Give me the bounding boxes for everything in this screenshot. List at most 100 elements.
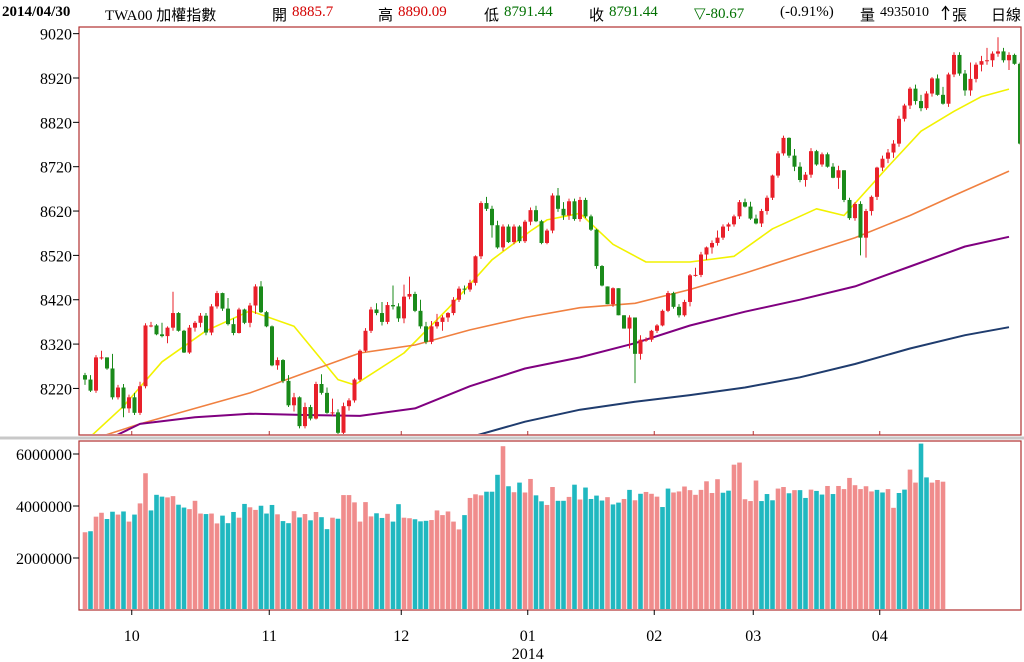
candle [1012,53,1017,65]
volume-bar [379,517,385,609]
candle-body [616,288,621,316]
volume-bar [671,492,676,609]
close-label: 收 [589,8,605,24]
low-label: 低 [484,8,500,24]
candle [759,208,764,228]
candle-body [314,384,318,419]
volume-bar [693,494,698,609]
candle-body [413,293,417,311]
candle-body [743,202,747,207]
candle [737,199,742,220]
candle [517,225,522,243]
volume-bar [467,497,473,609]
candle [957,52,962,76]
candle-body [385,305,390,322]
volume-bar [192,500,198,609]
volume-bar [572,484,577,609]
open-label: 開 [272,8,288,24]
candle [275,357,280,370]
month-label: 01 [520,628,536,645]
year-label: 2014 [512,646,544,662]
candle-body [589,216,593,230]
candle [831,163,835,179]
volume-bar [291,511,297,609]
volume-bars [82,443,946,609]
volume-bar [418,521,423,609]
candle-body [391,305,395,307]
candle-body [836,170,841,178]
volume-bar [225,523,231,609]
candle-body [693,274,698,276]
candle [369,306,373,333]
volume-bar [885,489,891,609]
volume-bar [209,513,214,609]
volume-bar [654,496,660,609]
candle-body [578,199,582,220]
candle [781,135,786,156]
candle [996,37,1000,57]
candle-body [231,324,236,333]
candle-body [935,78,940,95]
candle [242,308,247,325]
volume-bar [93,516,99,609]
volume-bar [148,510,154,609]
candle-body [886,152,890,159]
candle-body [468,282,472,290]
candle [721,224,725,240]
candle [924,91,929,110]
candle-body [484,203,489,209]
candle [913,84,918,105]
volume-bar [682,486,687,609]
up-arrow-icon [941,5,950,20]
candle-body [501,226,505,248]
candle-body [880,158,885,168]
candle [897,115,901,147]
volume-bar [913,482,918,609]
candle-body [726,224,731,227]
low-value: 8791.44 [504,4,553,20]
month-label: 12 [393,628,409,645]
candle-body [710,242,714,248]
price-tick-label: 8920 [40,71,72,88]
volume-bar [335,518,341,609]
volume-bar [126,521,132,609]
candle-body [688,275,692,302]
candle-body [286,380,291,406]
volume-bar [247,507,253,609]
candle [534,205,538,223]
volume-bar [275,514,280,609]
candle-body [946,74,951,104]
candle [143,323,148,389]
candle [655,324,659,333]
candle [176,312,181,332]
candle [413,291,417,313]
candle-body [435,321,439,327]
open-value: 8885.7 [292,4,334,20]
candle [545,228,549,245]
candle [303,402,307,429]
candle-body [957,54,962,74]
candle [699,251,703,278]
volume-tick-label: 6000000 [16,447,72,464]
volume-bar [434,510,440,609]
candle-body [193,322,197,328]
volume-bar [302,514,308,609]
candle-body [864,211,868,238]
candle [875,166,879,200]
volume-bar [445,511,451,609]
candle [468,279,472,292]
volume-bar [363,502,368,609]
candle [110,353,115,400]
candle-body [572,201,577,220]
volume-bar [847,477,852,609]
price-tick-label: 8420 [40,293,72,310]
candle-body [407,293,412,297]
volume-bar [874,489,880,609]
candle-body [759,211,764,224]
volume-bar [269,504,275,609]
candle [787,137,791,158]
volume-bar [517,482,522,609]
volume-bar [775,488,781,609]
candle [858,201,863,256]
volume-bar [390,521,396,609]
